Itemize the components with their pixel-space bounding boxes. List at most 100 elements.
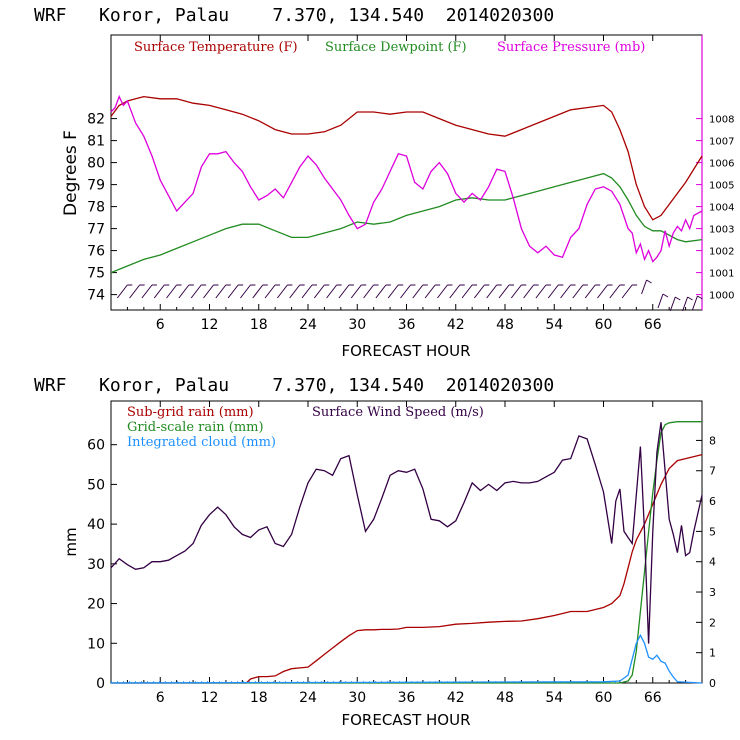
- wind-barb: [178, 284, 194, 299]
- wind-barb: [535, 284, 551, 299]
- wind-barb: [572, 284, 588, 299]
- y2-tick-label: 1: [709, 647, 716, 660]
- dewpoint-line: [110, 172, 703, 274]
- panel1-y2-ticks: 1000 1001 1002 1003 1004 1005 1006 1007 1008: [696, 115, 734, 302]
- legend-pressure: Surface Pressure (mb): [497, 40, 645, 55]
- wind-barb: [621, 284, 638, 299]
- wind-barb: [486, 284, 502, 299]
- wind-barb: [560, 284, 576, 299]
- x-tick-label: 24: [299, 317, 317, 333]
- y2-tick-label: 4: [709, 556, 716, 569]
- wind-barb: [424, 284, 441, 299]
- x-tick-label: 54: [545, 690, 563, 706]
- y2-tick-label: 1001: [709, 269, 734, 280]
- wind-barb: [326, 284, 342, 299]
- wind-barb: [400, 284, 416, 299]
- wind-barb: [510, 284, 527, 299]
- y2-tick-label: 1003: [709, 225, 734, 236]
- y2-tick-label: 1005: [709, 181, 734, 192]
- wind-barb: [129, 284, 145, 299]
- x-tick-label: 42: [447, 317, 465, 333]
- wind-barb: [363, 284, 379, 299]
- panel1-x-ticks: 6 12 18 24 30 36 42 48 54 60 66: [126, 35, 687, 333]
- wind-barb: [609, 284, 625, 299]
- wind-barb: [227, 284, 244, 299]
- x-tick-label: 6: [156, 317, 165, 333]
- wind-barb: [498, 284, 514, 299]
- wind-barb: [116, 284, 133, 299]
- y-tick-label: 30: [87, 557, 105, 573]
- wind-barb: [387, 284, 404, 299]
- subgrid-rain-line: [111, 453, 703, 684]
- wind-barb: [313, 284, 330, 299]
- y-tick-label: 50: [87, 477, 105, 493]
- wind-barb: [215, 284, 231, 299]
- y2-tick-label: 5: [709, 525, 716, 538]
- y-tick-label: 75: [87, 266, 105, 282]
- y-tick-label: 78: [87, 200, 105, 216]
- wind-barb: [350, 284, 367, 299]
- x-tick-label: 36: [398, 690, 416, 706]
- wind-barb: [449, 284, 465, 299]
- legend-wind-speed: Surface Wind Speed (m/s): [312, 405, 484, 420]
- x-tick-label: 30: [348, 690, 366, 706]
- y2-tick-label: 8: [709, 434, 716, 447]
- legend-dewpoint: Surface Dewpoint (F): [325, 40, 467, 55]
- precipitation-panel: WRF Koror, Palau 7.370, 134.540 20140203…: [34, 375, 716, 729]
- x-tick-label: 18: [250, 690, 268, 706]
- wind-barb: [584, 284, 601, 299]
- y2-tick-label: 1007: [709, 137, 734, 148]
- wind-barb: [412, 284, 428, 299]
- y-tick-label: 81: [87, 134, 105, 150]
- y-tick-label: 80: [87, 156, 105, 172]
- wind-barb: [473, 284, 490, 299]
- pressure-line: [110, 94, 703, 263]
- y-tick-label: 77: [87, 222, 105, 238]
- x-tick-label: 6: [156, 690, 165, 706]
- wind-barb: [190, 284, 207, 299]
- x-tick-label: 36: [398, 317, 416, 333]
- wind-barb: [669, 296, 681, 312]
- legend-integrated-cloud: Integrated cloud (mm): [127, 435, 276, 450]
- y2-tick-label: 6: [709, 495, 716, 508]
- y2-tick-label: 1008: [709, 115, 734, 126]
- temperature-line: [110, 95, 703, 221]
- legend-subgrid-rain: Sub-grid rain (mm): [127, 405, 254, 420]
- y-tick-label: 79: [87, 178, 105, 194]
- wind-barb: [276, 284, 293, 299]
- y2-tick-label: 1004: [709, 203, 734, 214]
- panel1-y-ticks: 74 75 76 77 78 79 80 81 82: [87, 112, 117, 304]
- legend-temperature: Surface Temperature (F): [134, 40, 298, 55]
- panel2-y2-ticks: 0 1 2 3 4 5 6 7 8: [696, 434, 716, 690]
- y-tick-label: 40: [87, 517, 105, 533]
- panel2-x-axis-label: FORECAST HOUR: [341, 711, 470, 729]
- panel1-x-axis-label: FORECAST HOUR: [341, 342, 470, 360]
- y2-tick-label: 1006: [709, 159, 734, 170]
- y-tick-label: 82: [87, 112, 105, 128]
- wind-barb: [153, 284, 170, 299]
- y-tick-label: 60: [87, 438, 105, 454]
- wind-barb: [375, 284, 391, 299]
- x-tick-label: 24: [299, 690, 317, 706]
- gridscale-rain-line: [111, 421, 702, 684]
- wind-barb: [461, 284, 478, 299]
- x-tick-label: 48: [496, 317, 514, 333]
- y-tick-label: 76: [87, 244, 105, 260]
- panel2-y-ticks: 0 10 20 30 40 50 60: [87, 438, 117, 692]
- y2-tick-label: 2: [709, 616, 716, 629]
- y2-tick-label: 3: [709, 586, 716, 599]
- y2-tick-label: 7: [709, 465, 716, 478]
- panel2-title: WRF Koror, Palau 7.370, 134.540 20140203…: [34, 375, 554, 396]
- legend-gridscale-rain: Grid-scale rain (mm): [127, 420, 264, 435]
- wind-barb: [289, 284, 305, 299]
- y-tick-label: 20: [87, 597, 105, 613]
- wind-barb: [264, 284, 281, 299]
- x-tick-label: 42: [447, 690, 465, 706]
- wind-barbs: [116, 279, 703, 312]
- integrated-cloud-line: [110, 633, 703, 684]
- wind-barb: [338, 284, 354, 299]
- x-tick-label: 66: [644, 317, 662, 333]
- x-tick-label: 60: [595, 317, 613, 333]
- panel2-y-axis-label: mm: [62, 527, 80, 556]
